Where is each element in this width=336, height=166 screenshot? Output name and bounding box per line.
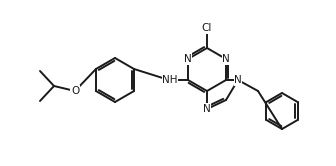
Text: NH: NH [162, 75, 178, 85]
Text: N: N [222, 54, 230, 64]
Text: N: N [234, 75, 242, 85]
Text: N: N [203, 104, 211, 114]
Text: O: O [71, 86, 79, 96]
Text: N: N [184, 54, 192, 64]
Text: Cl: Cl [202, 23, 212, 33]
